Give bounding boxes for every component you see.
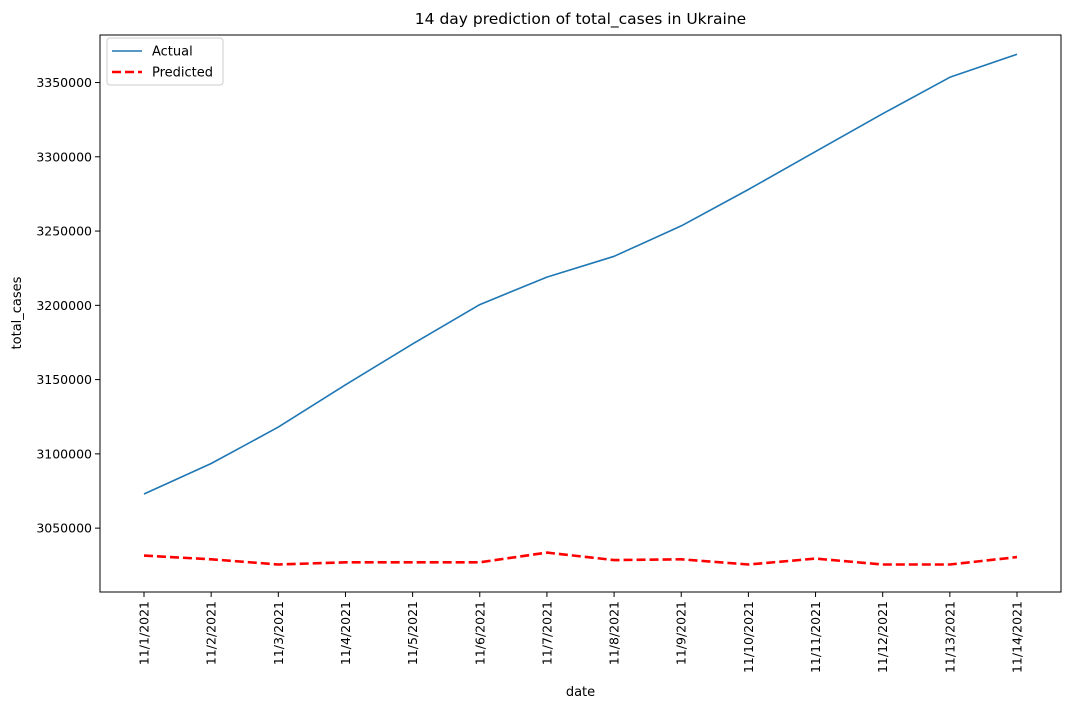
x-tick-label: 11/4/2021 [338, 601, 353, 665]
x-tick-label: 11/7/2021 [539, 601, 554, 665]
legend-box [106, 37, 224, 86]
x-tick-label: 11/1/2021 [137, 601, 152, 665]
y-axis: 3050000 3100000 3150000 3200000 3250000 33000… [36, 75, 100, 536]
x-tick-label: 11/2/2021 [204, 601, 219, 665]
y-tick-label: 3050000 [36, 521, 92, 536]
y-tick-label: 3350000 [36, 75, 92, 90]
x-tick-label: 11/3/2021 [271, 601, 286, 665]
series-layer [143, 53, 1018, 566]
plot-area [99, 34, 1062, 593]
series-line-actual [143, 53, 1018, 495]
x-axis: 11/1/2021 11/2/2021 11/3/2021 11/4/2021 11/5… [137, 592, 1025, 673]
x-tick-label: 11/11/2021 [808, 601, 823, 673]
y-tick-label: 3100000 [36, 446, 92, 461]
x-tick-label: 11/5/2021 [405, 601, 420, 665]
y-axis-label: total_cases [10, 276, 25, 349]
x-tick-label: 11/14/2021 [1010, 601, 1025, 673]
x-tick-label: 11/9/2021 [674, 601, 689, 665]
x-tick-label: 11/8/2021 [607, 601, 622, 665]
legend-label-predicted: Predicted [152, 66, 213, 81]
legend: Actual Predicted [106, 37, 224, 86]
y-tick-label: 3300000 [36, 149, 92, 164]
x-tick-label: 11/13/2021 [942, 601, 957, 673]
x-axis-label: date [566, 685, 595, 700]
x-tick-label: 11/12/2021 [875, 601, 890, 673]
chart-title: 14 day prediction of total_cases in Ukra… [415, 10, 746, 29]
x-tick-label: 11/6/2021 [472, 601, 487, 665]
y-tick-label: 3250000 [36, 224, 92, 239]
y-tick-label: 3200000 [36, 298, 92, 313]
y-tick-label: 3150000 [36, 372, 92, 387]
x-tick-label: 11/10/2021 [741, 601, 756, 673]
series-line-predicted [143, 551, 1018, 566]
legend-label-actual: Actual [152, 45, 193, 60]
